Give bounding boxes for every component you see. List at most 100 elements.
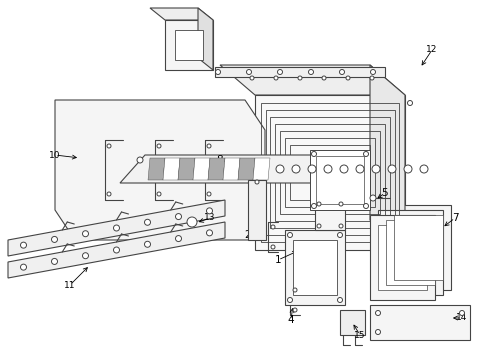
Circle shape [82, 253, 88, 259]
Circle shape [107, 144, 111, 148]
Text: 1: 1 [274, 255, 281, 265]
Circle shape [287, 233, 292, 238]
Polygon shape [215, 67, 384, 77]
Polygon shape [178, 158, 195, 180]
Text: 14: 14 [455, 314, 467, 323]
Polygon shape [163, 158, 180, 180]
Circle shape [205, 23, 209, 27]
Circle shape [206, 192, 210, 196]
Text: 13: 13 [204, 213, 215, 222]
Polygon shape [285, 230, 345, 305]
Circle shape [82, 231, 88, 237]
Circle shape [270, 245, 274, 249]
Polygon shape [8, 200, 224, 256]
Polygon shape [193, 158, 209, 180]
Circle shape [51, 237, 58, 242]
Polygon shape [254, 95, 404, 250]
Circle shape [157, 144, 161, 148]
Polygon shape [207, 158, 224, 180]
Circle shape [363, 203, 368, 208]
Circle shape [321, 76, 325, 80]
Polygon shape [314, 200, 345, 230]
Polygon shape [150, 8, 213, 20]
Circle shape [249, 76, 253, 80]
Text: 6: 6 [204, 22, 211, 32]
Circle shape [339, 69, 344, 75]
Circle shape [144, 241, 150, 247]
Polygon shape [220, 65, 404, 95]
Circle shape [254, 180, 259, 184]
Polygon shape [223, 158, 240, 180]
Circle shape [363, 152, 368, 157]
Circle shape [339, 165, 347, 173]
Circle shape [369, 195, 375, 201]
Polygon shape [164, 20, 213, 70]
Text: 4: 4 [287, 315, 294, 325]
Polygon shape [292, 240, 336, 295]
Circle shape [113, 225, 119, 231]
Circle shape [407, 239, 412, 244]
Circle shape [307, 165, 315, 173]
Circle shape [287, 297, 292, 302]
Circle shape [246, 69, 251, 75]
Polygon shape [369, 305, 469, 340]
Circle shape [292, 308, 296, 312]
Circle shape [338, 224, 342, 228]
Circle shape [168, 23, 172, 27]
Circle shape [144, 219, 150, 225]
Polygon shape [55, 100, 264, 240]
Circle shape [20, 264, 26, 270]
Polygon shape [8, 222, 224, 278]
Circle shape [311, 203, 316, 208]
Circle shape [51, 258, 58, 265]
Text: 7: 7 [451, 213, 457, 223]
Circle shape [316, 224, 320, 228]
Polygon shape [339, 310, 364, 335]
Polygon shape [198, 8, 213, 70]
Text: 3: 3 [333, 202, 340, 212]
Circle shape [337, 233, 342, 238]
Circle shape [186, 217, 197, 227]
Circle shape [316, 202, 320, 206]
Circle shape [375, 310, 380, 315]
Polygon shape [385, 220, 434, 285]
Circle shape [355, 165, 363, 173]
Circle shape [113, 247, 119, 253]
Circle shape [370, 69, 375, 75]
Circle shape [157, 192, 161, 196]
Circle shape [205, 63, 209, 67]
Polygon shape [385, 205, 450, 290]
Text: 8: 8 [216, 155, 223, 165]
Polygon shape [148, 158, 164, 180]
Text: 11: 11 [64, 280, 76, 289]
Circle shape [459, 310, 464, 315]
Circle shape [297, 76, 302, 80]
Polygon shape [238, 158, 254, 180]
Circle shape [324, 165, 331, 173]
Circle shape [206, 230, 212, 236]
Polygon shape [247, 180, 265, 240]
Circle shape [168, 63, 172, 67]
Polygon shape [369, 215, 434, 300]
Circle shape [206, 144, 210, 148]
Circle shape [215, 69, 220, 75]
Circle shape [419, 165, 427, 173]
Circle shape [137, 157, 142, 163]
Circle shape [338, 202, 342, 206]
Text: 12: 12 [426, 45, 437, 54]
Circle shape [369, 76, 373, 80]
Circle shape [403, 165, 411, 173]
Circle shape [175, 213, 181, 220]
Text: 5: 5 [381, 188, 387, 198]
Circle shape [206, 208, 212, 214]
Circle shape [308, 69, 313, 75]
Circle shape [277, 69, 282, 75]
Polygon shape [377, 225, 426, 290]
Circle shape [311, 152, 316, 157]
Polygon shape [175, 30, 203, 60]
Polygon shape [369, 65, 404, 250]
Text: 2: 2 [244, 230, 251, 240]
Circle shape [407, 100, 412, 105]
Polygon shape [393, 215, 442, 280]
Circle shape [387, 165, 395, 173]
